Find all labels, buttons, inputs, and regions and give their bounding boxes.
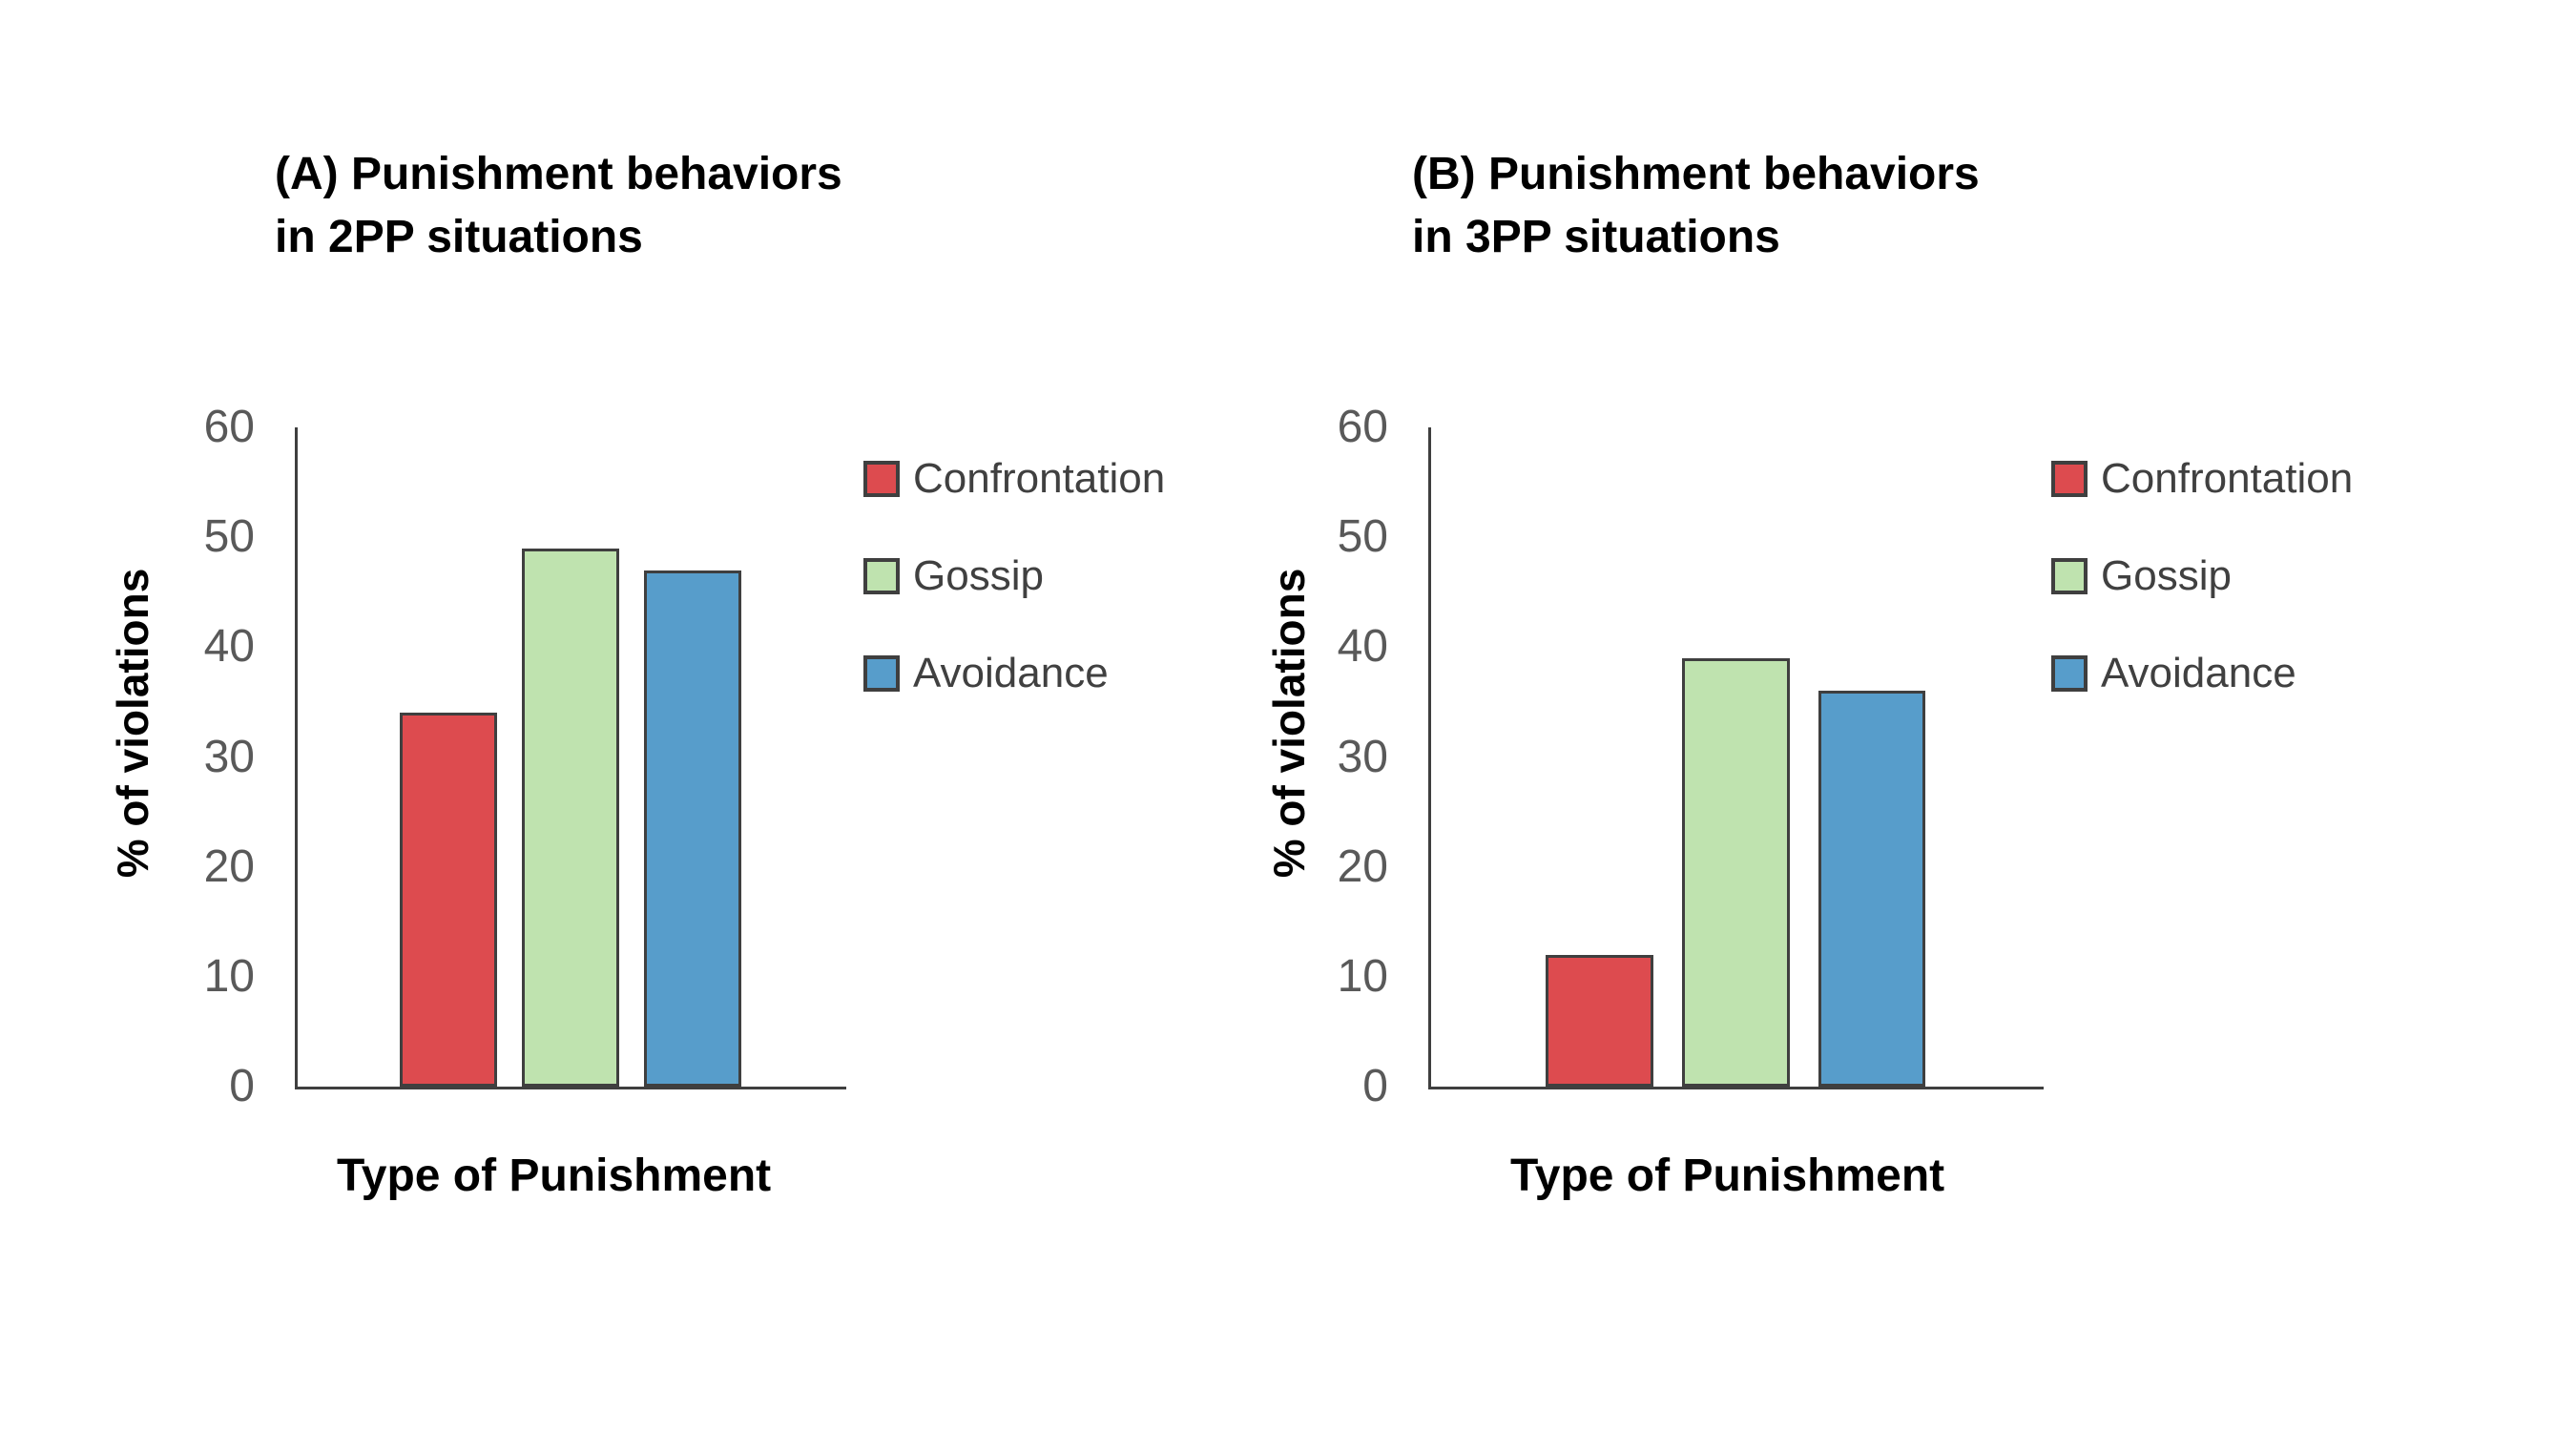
- legend-label: Avoidance: [2101, 650, 2296, 696]
- y-tick-label: 0: [229, 1061, 255, 1111]
- legend-label: Confrontation: [2101, 455, 2354, 502]
- bar-confrontation: [1546, 955, 1653, 1087]
- x-axis-label: Type of Punishment: [337, 1151, 772, 1201]
- bar-avoidance: [644, 570, 741, 1087]
- x-axis-label: Type of Punishment: [1510, 1151, 1945, 1201]
- avoidance-swatch-icon: [2051, 655, 2088, 692]
- bar-gossip: [522, 549, 619, 1087]
- legend-item-gossip: Gossip: [863, 553, 1165, 599]
- avoidance-swatch-icon: [863, 655, 900, 692]
- y-tick-label: 40: [1337, 621, 1388, 673]
- legend-item-confrontation: Confrontation: [2051, 456, 2353, 502]
- legend-2pp: Confrontation Gossip Avoidance: [863, 456, 1165, 748]
- y-tick-label: 50: [1337, 511, 1388, 563]
- chart-title-line-2: in 2PP situations: [275, 212, 643, 262]
- legend-3pp: Confrontation Gossip Avoidance: [2051, 456, 2353, 748]
- gossip-swatch-icon: [2051, 558, 2088, 594]
- chart-title-line-1: (B) Punishment behaviors: [1412, 149, 1980, 199]
- legend-item-confrontation: Confrontation: [863, 456, 1165, 502]
- bar-confrontation: [400, 713, 497, 1087]
- legend-item-avoidance: Avoidance: [2051, 651, 2353, 696]
- y-tick-label: 20: [203, 840, 255, 892]
- legend-label: Confrontation: [913, 455, 1166, 502]
- chart-title-3pp: (B) Punishment behaviors in 3PP situatio…: [1412, 143, 1980, 269]
- legend-item-gossip: Gossip: [2051, 553, 2353, 599]
- legend-label: Gossip: [2101, 552, 2232, 599]
- gossip-swatch-icon: [863, 558, 900, 594]
- legend-label: Gossip: [913, 552, 1044, 599]
- y-tick-label: 0: [1362, 1061, 1388, 1111]
- y-tick-label: 10: [203, 950, 255, 1002]
- y-tick-label: 40: [203, 621, 255, 673]
- confrontation-swatch-icon: [2051, 461, 2088, 497]
- y-tick-label: 30: [203, 731, 255, 782]
- chart-title-2pp: (A) Punishment behaviors in 2PP situatio…: [275, 143, 842, 269]
- chart-title-line-2: in 3PP situations: [1412, 212, 1780, 262]
- y-tick-label: 10: [1337, 950, 1388, 1002]
- y-tick-label: 50: [203, 511, 255, 563]
- bar-avoidance: [1818, 691, 1925, 1087]
- chart-title-line-1: (A) Punishment behaviors: [275, 149, 842, 199]
- y-tick-label: 60: [203, 402, 255, 452]
- legend-item-avoidance: Avoidance: [863, 651, 1165, 696]
- plot-area-2pp: 0 10 20 30 40 50 60: [204, 402, 846, 1111]
- legend-label: Avoidance: [913, 650, 1109, 696]
- bar-gossip: [1682, 658, 1790, 1087]
- y-tick-label: 60: [1337, 402, 1388, 452]
- confrontation-swatch-icon: [863, 461, 900, 497]
- y-tick-label: 30: [1337, 731, 1388, 782]
- y-tick-label: 20: [1337, 840, 1388, 892]
- plot-area-3pp: 0 10 20 30 40 50 60: [1338, 402, 2044, 1111]
